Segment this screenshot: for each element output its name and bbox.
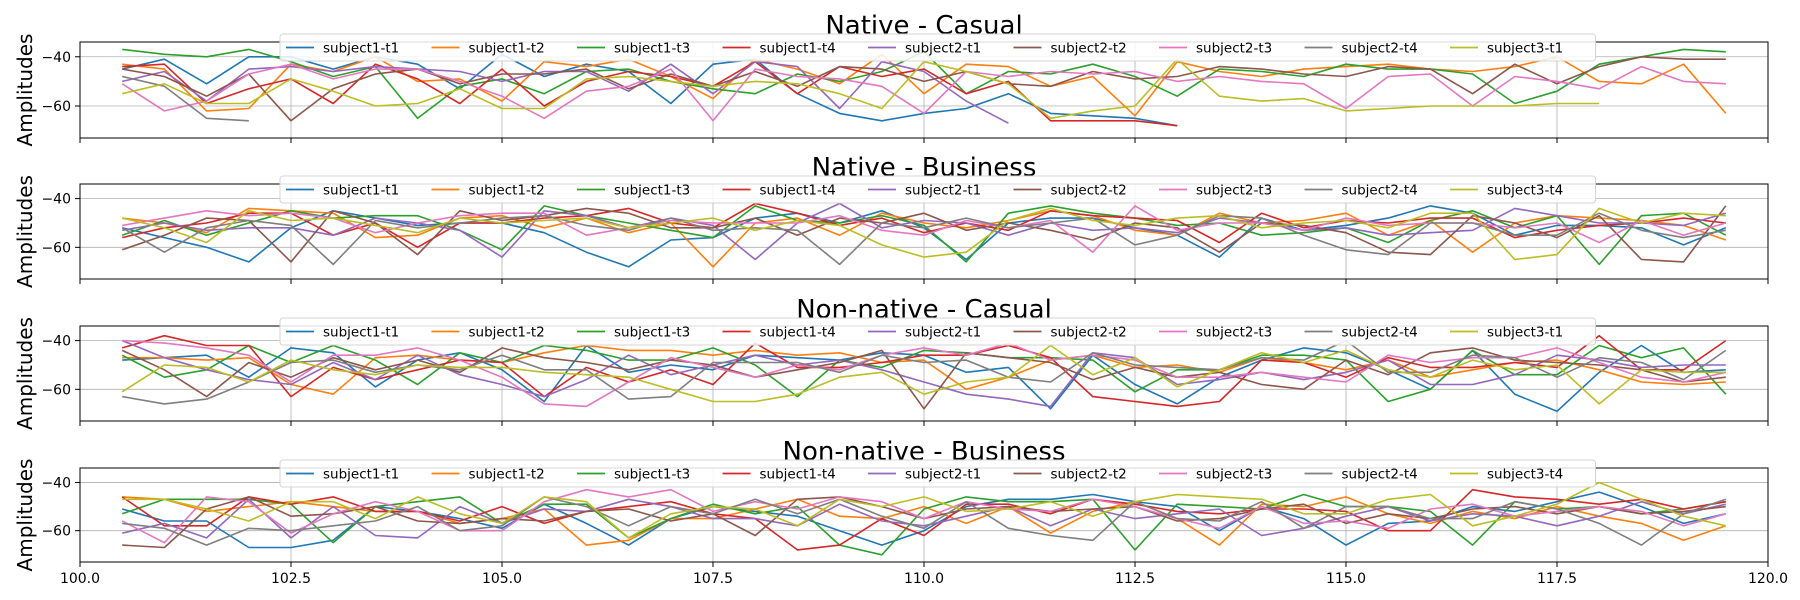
series-line-subject1-t1	[122, 53, 1178, 127]
legend-entry: subject2-t4	[1342, 467, 1418, 483]
legend-entry: subject2-t3	[1196, 183, 1272, 199]
legend-entry: subject1-t1	[323, 467, 399, 483]
legend-entry: subject2-t2	[1051, 325, 1127, 341]
legend-entry: subject2-t2	[1051, 41, 1127, 57]
legend-entry: subject1-t4	[760, 41, 836, 57]
legend: subject1-t1 subject1-t2 subject1-t3 subject…	[279, 33, 1596, 62]
legend-entry: subject2-t4	[1342, 325, 1418, 341]
series-line-subject2-t3	[122, 339, 1726, 408]
y-tick-label: −40	[41, 50, 71, 66]
legend-entry: subject1-t3	[614, 325, 690, 341]
legend-entry: subject2-t2	[1051, 467, 1127, 483]
y-axis-label: Amplitudes	[13, 459, 37, 572]
series-line-subject3-t1	[122, 58, 1600, 120]
legend-entry: subject2-t4	[1342, 183, 1418, 199]
panel-3: −40 −60 100.0 102.5 105.0 107.5 110.0 112.5 115.…	[13, 437, 1788, 587]
legend-entry: subject2-t1	[905, 325, 981, 341]
legend-entry: subject2-t1	[905, 41, 981, 57]
y-tick-label: −60	[41, 240, 71, 256]
series-line-subject3-t4	[122, 207, 1726, 261]
legend-entry: subject2-t3	[1196, 325, 1272, 341]
legend-box	[279, 175, 1596, 204]
x-tick-label: 120.0	[1748, 571, 1788, 587]
legend-entry: subject1-t2	[469, 325, 545, 341]
x-tick-label: 110.0	[904, 571, 944, 587]
series-line-subject1-t2	[122, 53, 1727, 117]
y-axis-label: Amplitudes	[13, 317, 37, 430]
series-line-subject2-t4	[121, 212, 1726, 266]
series-line-subject1-t3	[121, 205, 1727, 266]
legend-entry: subject1-t4	[760, 183, 836, 199]
x-tick-label: 107.5	[693, 571, 733, 587]
legend-box	[279, 317, 1596, 346]
series-line-subject2-t4	[122, 75, 249, 122]
legend-entry: subject2-t3	[1196, 41, 1272, 57]
series-line-subject1-t4	[121, 334, 1727, 408]
series-line-subject2-t3	[121, 63, 1726, 122]
x-tick-label: 115.0	[1326, 571, 1366, 587]
legend-entry: subject1-t3	[614, 183, 690, 199]
legend-entry: subject3-t4	[1487, 467, 1563, 483]
y-tick-label: −40	[41, 192, 71, 208]
x-tick-label: 112.5	[1115, 571, 1155, 587]
y-tick-label: −40	[41, 475, 71, 491]
y-tick-label: −40	[41, 334, 71, 350]
series-line-subject2-t1	[122, 202, 1727, 261]
series-line-subject1-t2	[122, 207, 1727, 268]
x-tick-label: 117.5	[1537, 571, 1577, 587]
series-line-subject1-t4	[122, 202, 1726, 249]
legend-entry: subject3-t1	[1487, 325, 1563, 341]
y-axis-label: Amplitudes	[13, 34, 37, 147]
legend-entry: subject2-t4	[1342, 41, 1418, 57]
series-line-subject1-t4	[122, 60, 1178, 127]
x-tick-label: 105.0	[482, 571, 522, 587]
series-line-subject2-t2	[122, 56, 1726, 122]
legend-box	[279, 459, 1596, 488]
legend-entry: subject2-t3	[1196, 467, 1272, 483]
legend-entry: subject1-t4	[760, 467, 836, 483]
y-tick-label: −60	[41, 99, 71, 115]
series-line-subject2-t2	[121, 205, 1727, 263]
legend-entry: subject3-t4	[1487, 183, 1563, 199]
series-line-subject1-t2	[122, 344, 1726, 395]
x-tick-label: 102.5	[271, 571, 311, 587]
legend-entry: subject1-t2	[469, 183, 545, 199]
series-line-subject2-t4	[122, 339, 1727, 405]
series-line-subject3-t1	[121, 344, 1726, 405]
legend-entry: subject2-t2	[1051, 183, 1127, 199]
legend: subject1-t1 subject1-t2 subject1-t3 subject…	[279, 317, 1596, 346]
legend-entry: subject1-t2	[469, 467, 545, 483]
legend: subject1-t1 subject1-t2 subject1-t3 subject…	[279, 459, 1596, 488]
legend-entry: subject2-t1	[905, 467, 981, 483]
series-line-subject2-t4	[122, 496, 1727, 546]
y-tick-label: −60	[41, 382, 71, 398]
x-tick-label: 100.0	[60, 571, 100, 587]
legend-entry: subject1-t3	[614, 41, 690, 57]
legend-entry: subject1-t3	[614, 467, 690, 483]
series-line-subject2-t3	[121, 488, 1727, 544]
legend-entry: subject1-t1	[323, 325, 399, 341]
y-tick-label: −60	[41, 524, 71, 540]
legend-entry: subject3-t1	[1487, 41, 1563, 57]
legend-entry: subject2-t1	[905, 183, 981, 199]
legend-entry: subject1-t2	[469, 41, 545, 57]
legend-box	[279, 33, 1596, 62]
legend: subject1-t1 subject1-t2 subject1-t3 subject…	[279, 175, 1596, 204]
legend-entry: subject1-t1	[323, 41, 399, 57]
legend-entry: subject1-t4	[760, 325, 836, 341]
series-line-subject1-t3	[121, 344, 1727, 403]
series-line-subject3-t4	[122, 481, 1726, 539]
series-line-subject2-t2	[121, 347, 1726, 410]
legend-entry: subject1-t1	[323, 183, 399, 199]
y-axis-label: Amplitudes	[13, 175, 37, 288]
